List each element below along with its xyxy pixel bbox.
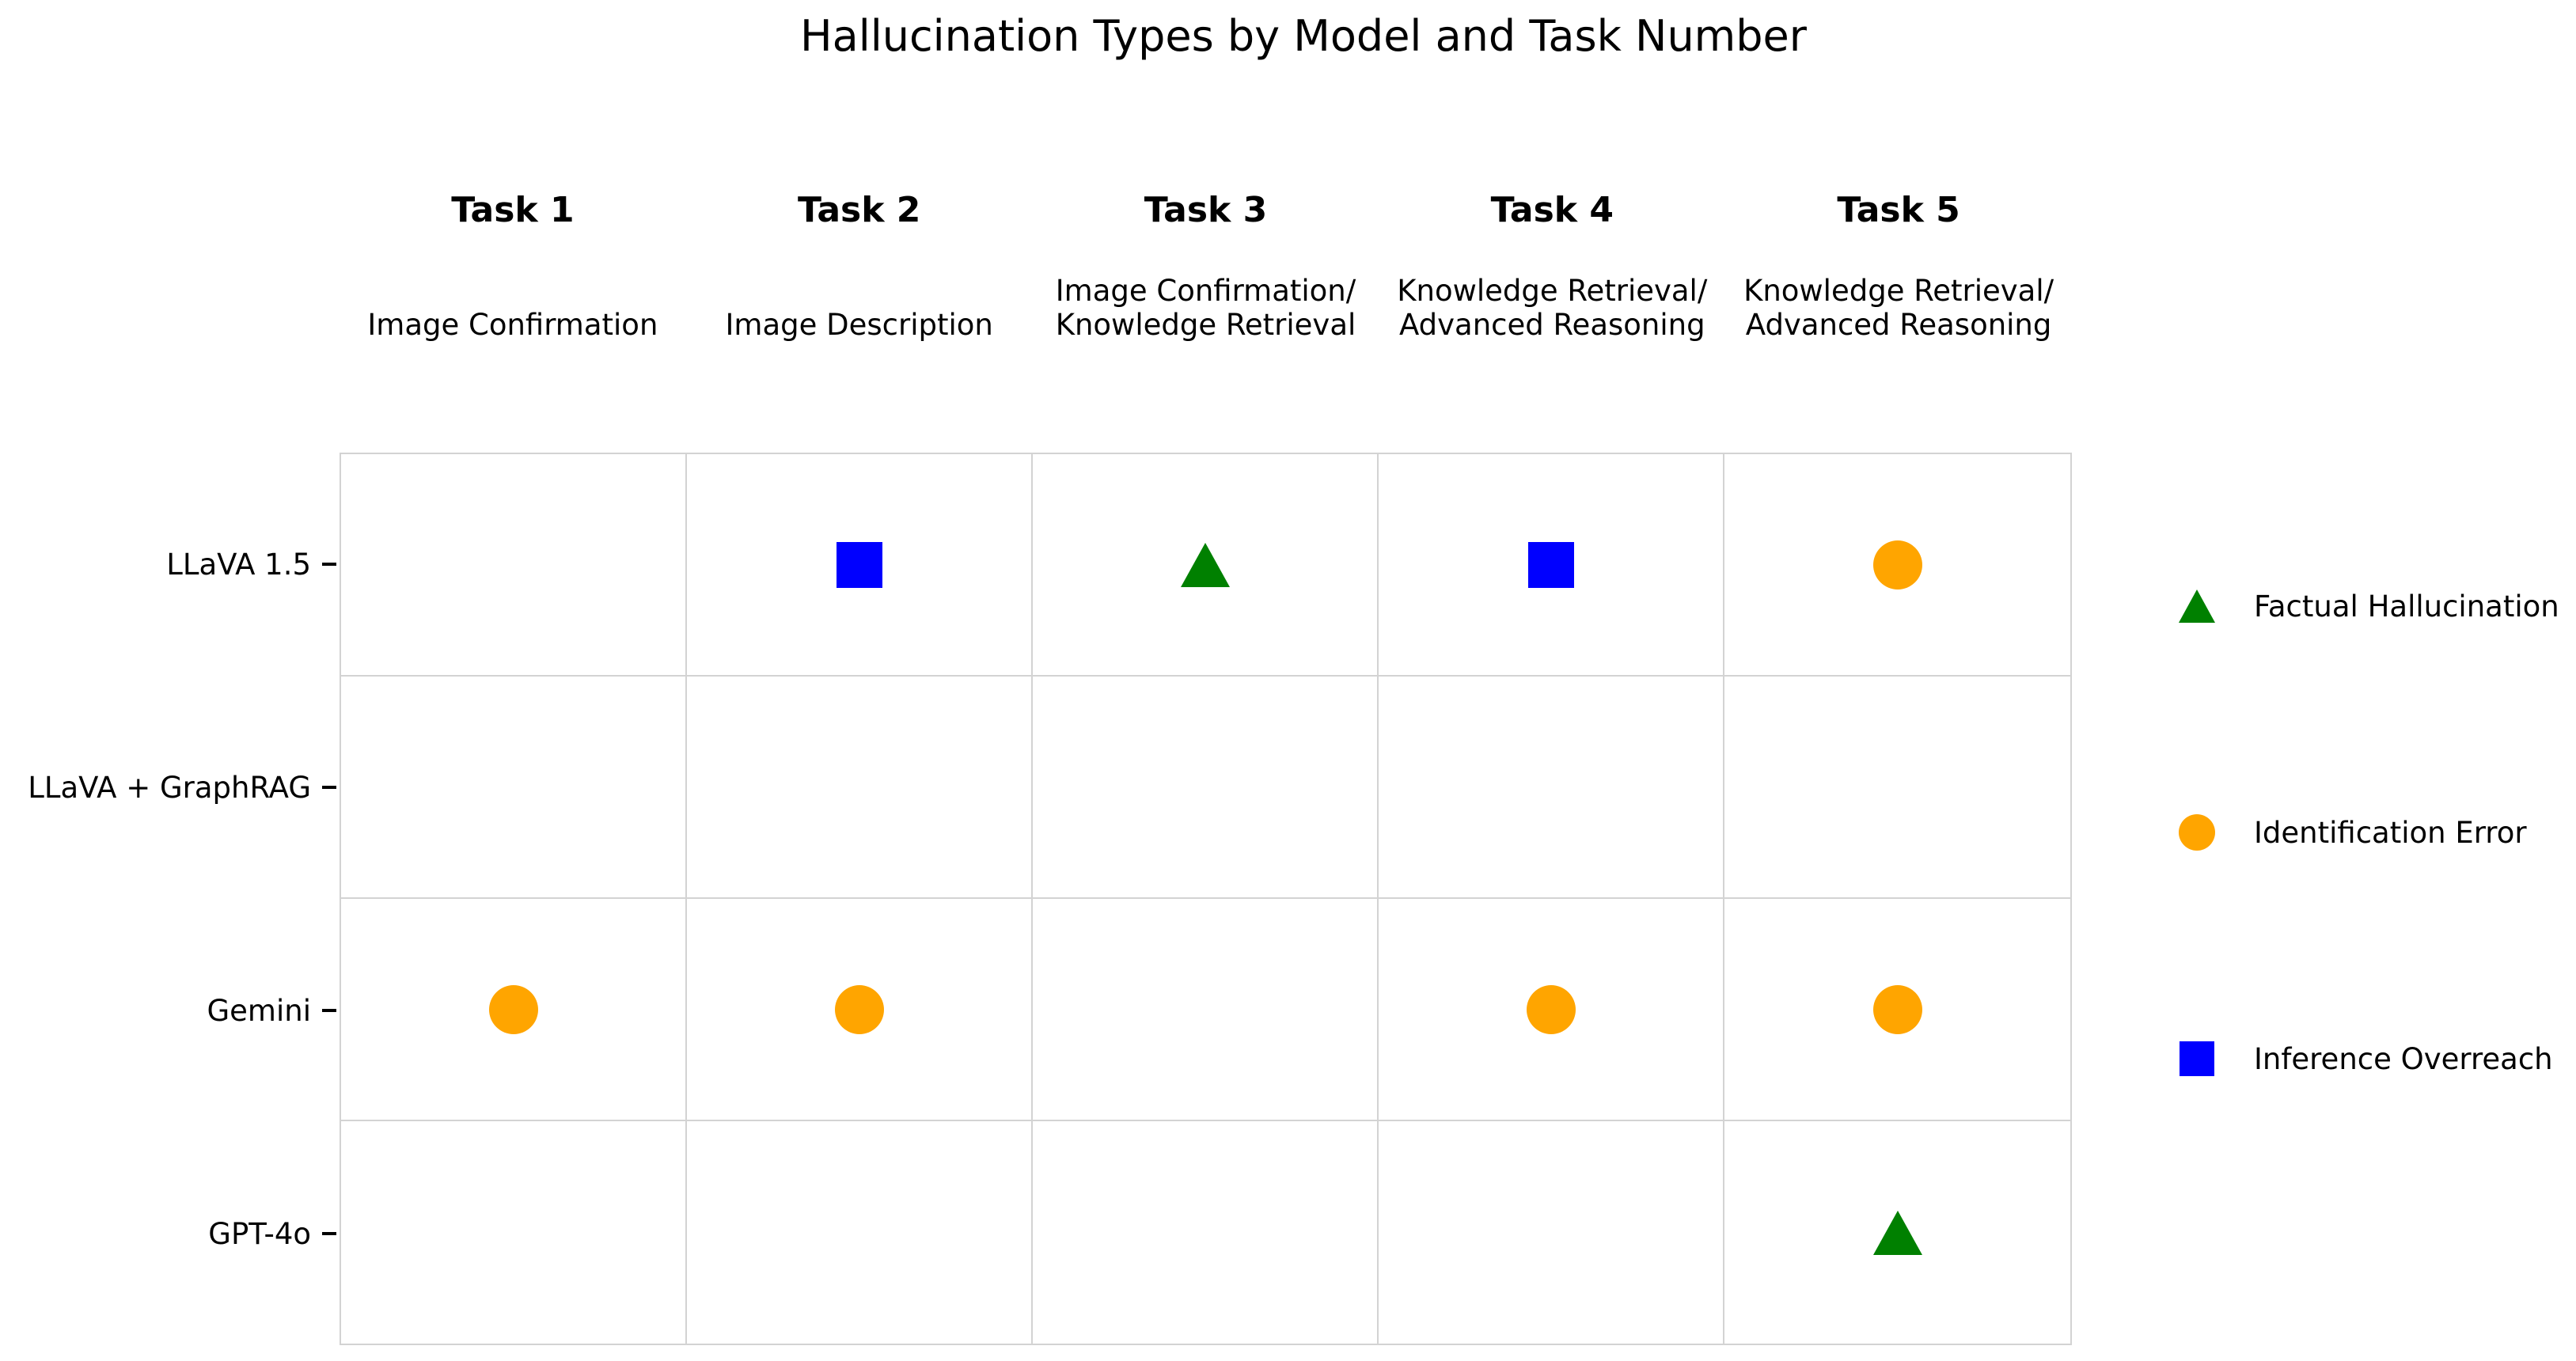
y-tick xyxy=(322,786,336,789)
task-label: Task 5 xyxy=(1837,190,1960,230)
task-subtitle: Image Confirmation/ Knowledge Retrieval xyxy=(1055,274,1356,342)
grid-cell xyxy=(1724,677,2070,899)
y-axis-ticks xyxy=(322,453,336,1345)
grid-cell xyxy=(341,454,687,677)
data-point-square-icon xyxy=(1527,541,1574,588)
task-subtitle: Image Description xyxy=(725,308,993,342)
data-point-circle-icon xyxy=(834,984,884,1034)
grid-cell xyxy=(687,899,1033,1121)
data-point-circle-icon xyxy=(1872,984,1922,1034)
task-label: Task 3 xyxy=(1144,190,1268,230)
task-label: Task 1 xyxy=(451,190,575,230)
data-point-circle-icon xyxy=(1872,540,1922,590)
legend-marker-slot xyxy=(2172,814,2222,851)
legend-marker-slot xyxy=(2172,1041,2222,1076)
row-label: Gemini xyxy=(207,993,312,1028)
legend-item: Factual Hallucination xyxy=(2172,493,2559,719)
legend-item: Inference Overreach xyxy=(2172,946,2559,1172)
row-labels: LLaVA 1.5 LLaVA + GraphRAG Gemini GPT-4o xyxy=(0,453,311,1345)
column-header: Task 2 Image Description xyxy=(686,190,1033,342)
legend-triangle-icon xyxy=(2179,590,2215,623)
legend-circle-icon xyxy=(2179,814,2215,851)
column-header: Task 4 Knowledge Retrieval/ Advanced Reas… xyxy=(1379,190,1725,342)
legend-label: Inference Overreach xyxy=(2254,1041,2553,1076)
task-label: Task 2 xyxy=(797,190,921,230)
task-subtitle: Knowledge Retrieval/ Advanced Reasoning xyxy=(1743,274,2054,342)
grid-cell xyxy=(687,677,1033,899)
grid-cell xyxy=(1033,454,1379,677)
task-subtitle: Image Confirmation xyxy=(367,308,658,342)
legend: Factual Hallucination Identification Erro… xyxy=(2172,493,2559,1172)
grid-cell xyxy=(687,454,1033,677)
y-tick xyxy=(322,1232,336,1235)
grid-cell xyxy=(1724,899,2070,1121)
data-point-triangle-icon xyxy=(1872,1210,1922,1255)
legend-label: Factual Hallucination xyxy=(2254,589,2559,624)
grid-cell xyxy=(1033,899,1379,1121)
row-label: GPT-4o xyxy=(208,1216,311,1251)
legend-square-icon xyxy=(2180,1041,2214,1076)
grid-cell xyxy=(341,899,687,1121)
legend-label: Identification Error xyxy=(2254,815,2527,850)
data-point-circle-icon xyxy=(1526,984,1576,1034)
column-headers: Task 1 Image Confirmation Task 2 Image Desc… xyxy=(340,190,2072,342)
data-point-square-icon xyxy=(836,541,882,588)
y-tick xyxy=(322,563,336,566)
legend-item: Identification Error xyxy=(2172,719,2559,946)
row-label: LLaVA 1.5 xyxy=(166,547,311,582)
column-header: Task 5 Knowledge Retrieval/ Advanced Reas… xyxy=(1725,190,2072,342)
legend-marker-slot xyxy=(2172,590,2222,623)
plot-grid xyxy=(340,453,2072,1345)
grid-cell xyxy=(1379,1121,1724,1344)
grid-cell xyxy=(1033,1121,1379,1344)
grid-cell xyxy=(1033,677,1379,899)
task-subtitle: Knowledge Retrieval/ Advanced Reasoning xyxy=(1397,274,1708,342)
data-point-circle-icon xyxy=(488,984,538,1034)
grid-cell xyxy=(1379,454,1724,677)
column-header: Task 3 Image Confirmation/ Knowledge Retr… xyxy=(1033,190,1379,342)
y-tick xyxy=(322,1009,336,1012)
row-label: LLaVA + GraphRAG xyxy=(28,770,311,805)
grid-cell xyxy=(687,1121,1033,1344)
grid-cell xyxy=(1724,454,2070,677)
grid-cell xyxy=(1379,899,1724,1121)
chart-title: Hallucination Types by Model and Task Nu… xyxy=(800,11,1807,61)
column-header: Task 1 Image Confirmation xyxy=(340,190,686,342)
grid-cell xyxy=(1379,677,1724,899)
data-point-triangle-icon xyxy=(1180,542,1230,587)
grid-cell xyxy=(1724,1121,2070,1344)
grid-cell xyxy=(341,1121,687,1344)
task-label: Task 4 xyxy=(1490,190,1614,230)
grid-cell xyxy=(341,677,687,899)
